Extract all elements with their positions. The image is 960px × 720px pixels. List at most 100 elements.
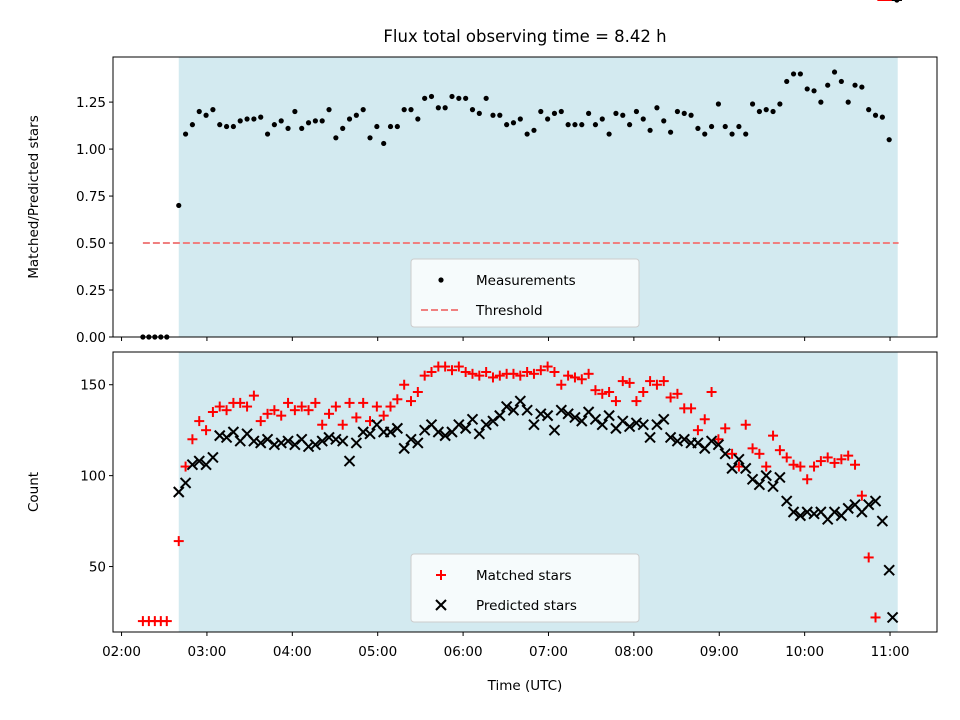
measurement-point xyxy=(292,108,298,115)
legend-label-predicted-stars: Predicted stars xyxy=(476,598,577,614)
matched-star-point xyxy=(768,430,779,441)
measurement-point xyxy=(422,95,428,101)
matched-star-point xyxy=(733,461,744,472)
count-y-axis: 50 100 150 xyxy=(80,378,113,576)
matched-star-point xyxy=(242,401,253,412)
measurement-point xyxy=(743,131,749,137)
predicted-star-point xyxy=(671,435,684,447)
predicted-star-point xyxy=(453,419,465,431)
measurement-point xyxy=(463,95,469,101)
matched-star-point xyxy=(850,459,861,470)
matched-star-point xyxy=(754,448,765,459)
matched-star-point xyxy=(303,405,314,416)
x-tick-label: 08:00 xyxy=(614,644,653,660)
predicted-star-point xyxy=(555,404,567,416)
matched-star-point xyxy=(713,434,724,445)
ratio-y-axis: 0.00 0.25 0.50 0.75 1.00 1.25 xyxy=(76,95,113,346)
measurement-point xyxy=(367,135,373,141)
measurement-point xyxy=(866,107,872,113)
matched-star-point xyxy=(337,419,348,430)
measurement-point xyxy=(524,131,530,137)
measurement-point xyxy=(387,123,394,130)
matched-star-point xyxy=(781,452,792,463)
measurement-point xyxy=(510,120,517,126)
matched-star-point xyxy=(235,397,246,408)
ratio-y-axis-label: Matched/Predicted stars xyxy=(26,115,42,278)
legend-marker-x xyxy=(435,599,447,611)
measurement-point xyxy=(251,116,257,122)
measurement-point xyxy=(708,123,715,130)
x-tick-label: 07:00 xyxy=(529,644,568,660)
measurement-point xyxy=(203,112,209,118)
predicted-star-point xyxy=(439,429,451,442)
matched-star-point xyxy=(747,443,758,454)
y-tick-label: 1.00 xyxy=(76,142,106,158)
predicted-star-point xyxy=(186,459,199,471)
predicted-star-point xyxy=(794,509,807,522)
measurement-point xyxy=(749,101,756,107)
measurement-point xyxy=(504,122,510,128)
predicted-star-point xyxy=(412,437,424,449)
predicted-star-point xyxy=(302,440,315,453)
count-legend-box xyxy=(410,553,640,623)
measurement-point xyxy=(674,108,681,115)
matched-star-point xyxy=(542,361,553,372)
x-tick-label: 11:00 xyxy=(871,644,910,660)
matched-star-point xyxy=(276,410,287,421)
measurement-point xyxy=(428,93,435,100)
measurement-point xyxy=(401,107,407,113)
matched-star-point xyxy=(344,397,355,408)
matched-star-point xyxy=(467,368,478,379)
measurement-point xyxy=(551,110,558,116)
x-tick-label: 02:00 xyxy=(102,644,141,660)
matched-star-point xyxy=(399,379,410,390)
matched-star-point xyxy=(474,370,485,381)
measurement-point xyxy=(497,112,503,118)
predicted-star-point xyxy=(309,439,322,451)
measurement-point xyxy=(811,88,817,94)
matched-star-point xyxy=(590,385,601,396)
matched-star-point xyxy=(610,396,621,407)
measurement-point xyxy=(210,107,216,113)
matched-star-point xyxy=(419,370,430,381)
matched-star-point xyxy=(262,408,273,419)
matched-star-point xyxy=(201,425,212,436)
legend-label-threshold: Threshold xyxy=(475,303,543,319)
predicted-star-point xyxy=(179,477,192,489)
matched-star-point xyxy=(528,368,539,379)
matched-star-point xyxy=(296,401,307,412)
matched-star-point xyxy=(815,456,826,467)
predicted-star-point xyxy=(459,422,472,435)
predicted-star-point xyxy=(664,431,677,444)
predicted-star-point xyxy=(541,409,554,422)
matched-star-point xyxy=(255,416,266,427)
y-tick-label: 0.50 xyxy=(76,236,106,252)
predicted-star-point xyxy=(883,564,895,576)
measurement-point xyxy=(633,108,640,115)
matched-star-point xyxy=(392,394,403,405)
matched-star-point xyxy=(843,450,854,461)
matched-star-point xyxy=(569,372,580,383)
measurement-point xyxy=(777,101,783,107)
predicted-star-point xyxy=(364,428,376,440)
matched-star-point xyxy=(740,419,751,430)
predicted-star-point xyxy=(500,400,513,413)
x-axis-label: Time (UTC) xyxy=(487,678,563,694)
predicted-star-point xyxy=(774,471,786,484)
measurement-point xyxy=(456,95,462,101)
predicted-star-point xyxy=(535,408,547,420)
measurement-point xyxy=(558,108,564,115)
predicted-star-point xyxy=(548,424,561,436)
predicted-star-marks xyxy=(173,0,902,624)
measurement-point xyxy=(230,123,236,130)
matched-star-point xyxy=(269,405,280,416)
matched-star-point xyxy=(515,370,526,381)
measurement-point xyxy=(661,118,667,124)
predicted-star-point xyxy=(869,495,882,507)
matched-star-point xyxy=(836,454,847,465)
predicted-star-point xyxy=(248,435,260,447)
measurement-point xyxy=(872,112,879,118)
predicted-star-point xyxy=(227,426,240,438)
